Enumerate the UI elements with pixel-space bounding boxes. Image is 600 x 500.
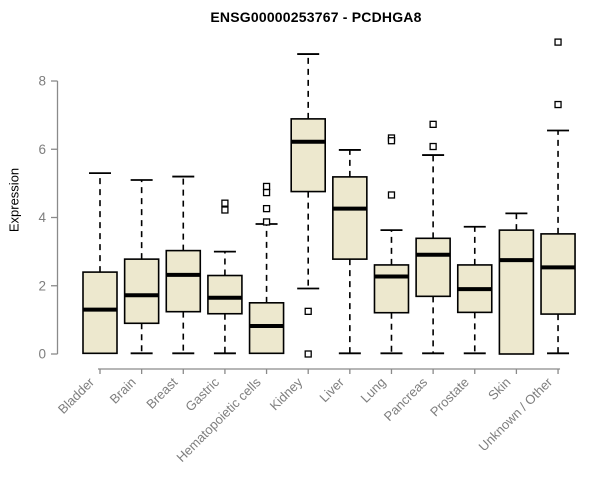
y-tick-label: 8 [38, 74, 46, 89]
box [207, 274, 243, 315]
y-tick-label: 0 [38, 347, 46, 362]
x-category-label: Lung [358, 375, 389, 406]
box [290, 118, 327, 193]
outlier-point [387, 137, 396, 145]
x-category-label: Bladder [55, 374, 98, 417]
boxplot-prostate [456, 225, 493, 355]
boxplot-breast [165, 175, 202, 355]
x-category-label: Prostate [427, 375, 472, 420]
outlier-point [554, 100, 562, 109]
box [82, 271, 118, 355]
x-category-label: Skin [485, 375, 513, 403]
outlier-point [262, 188, 271, 197]
outlier-point [221, 206, 229, 214]
y-tick-label: 6 [38, 142, 46, 157]
outlier-point [262, 182, 271, 191]
chart-title: ENSG00000253767 - PCDHGA8 [210, 9, 422, 25]
x-category-label: Kidney [267, 374, 306, 413]
boxplot-hematopoietic-cells [248, 182, 285, 355]
outlier-point [221, 199, 229, 207]
x-category-label: Unknown / Other [476, 374, 556, 454]
boxplot-skin [498, 212, 535, 355]
box [248, 302, 285, 355]
y-tick-label: 4 [38, 210, 46, 225]
box [332, 176, 368, 260]
boxplot-unknown-other [540, 38, 576, 355]
box [373, 264, 410, 314]
outlier-point [429, 120, 437, 128]
outlier-point [304, 307, 312, 315]
boxplot-bladder [82, 172, 118, 355]
x-category-label: Gastric [182, 374, 222, 414]
box [498, 229, 535, 355]
x-category-label: Brain [107, 375, 139, 407]
box [540, 233, 576, 315]
boxplot-lung [373, 134, 410, 355]
x-category-label: Liver [316, 374, 347, 405]
y-axis-label: Expression [6, 167, 22, 233]
boxplot-kidney [290, 53, 327, 358]
boxplot-liver [332, 149, 368, 355]
outlier-point [387, 191, 396, 199]
y-tick-label: 2 [38, 278, 46, 293]
outlier-point [554, 38, 562, 46]
boxplot-pancreas [415, 120, 451, 355]
outlier-point [262, 218, 271, 226]
outlier-point [304, 350, 312, 358]
x-category-label: Pancreas [381, 374, 431, 424]
outlier-point [429, 142, 437, 151]
box [415, 237, 451, 298]
x-category-label: Breast [143, 374, 180, 411]
outlier-point [262, 204, 271, 213]
boxplot-gastric [207, 199, 243, 355]
box [123, 258, 160, 325]
box [165, 249, 202, 313]
boxplot-brain [123, 179, 160, 355]
